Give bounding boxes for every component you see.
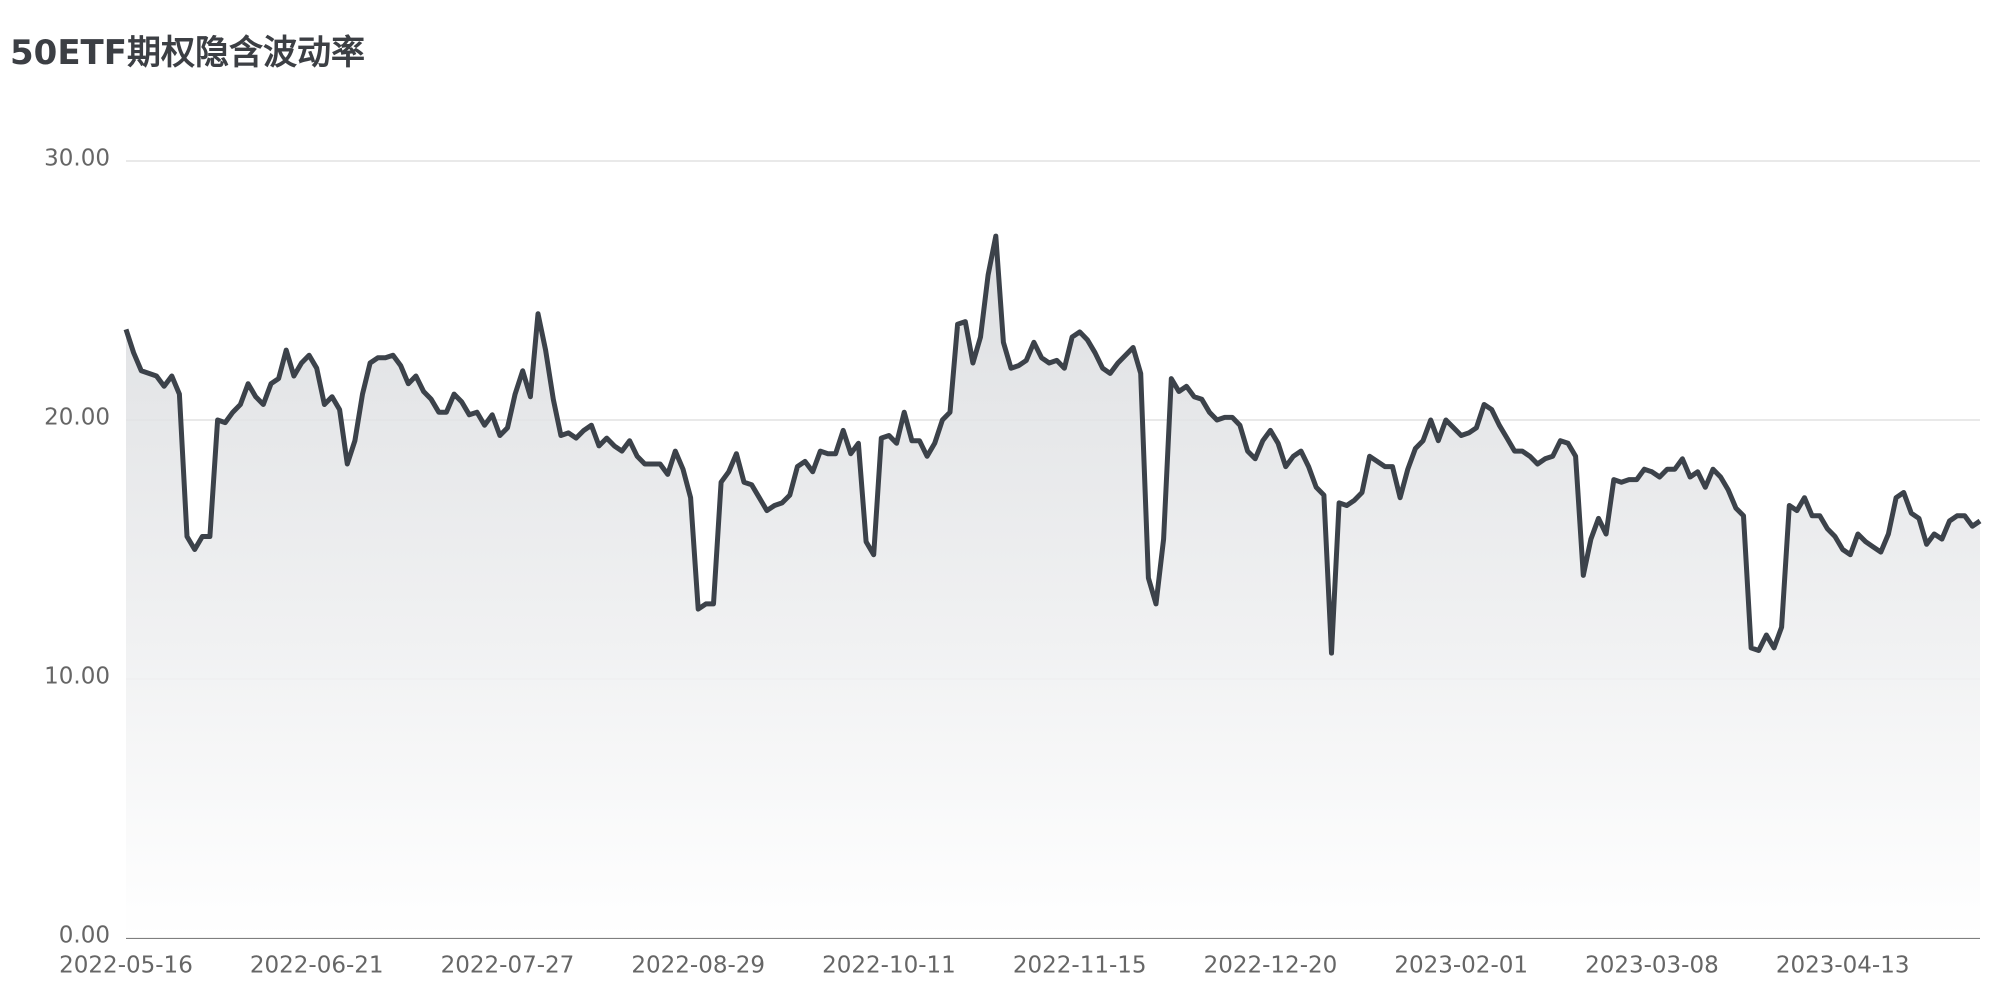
- x-tick-label: 2022-06-21: [250, 953, 384, 979]
- area-fill: [126, 236, 1980, 939]
- series-line: [123, 233, 1982, 656]
- x-tick-label: 2023-02-01: [1394, 953, 1528, 979]
- chart-title: 50ETF期权隐含波动率: [10, 33, 365, 73]
- y-tick-label: 10.00: [44, 664, 110, 690]
- x-tick-label: 2022-05-16: [59, 953, 193, 979]
- x-tick-label: 2022-10-11: [822, 953, 956, 979]
- x-tick-label: 2022-08-29: [631, 953, 765, 979]
- x-tick-label: 2023-03-08: [1585, 953, 1719, 979]
- y-tick-label: 20.00: [44, 405, 110, 431]
- x-tick-label: 2022-07-27: [441, 953, 575, 979]
- x-tick-label: 2023-04-13: [1776, 953, 1910, 979]
- x-tick-label: 2022-12-20: [1204, 953, 1338, 979]
- y-tick-label: 30.00: [44, 146, 110, 172]
- y-tick-label: 0.00: [59, 923, 110, 949]
- x-tick-label: 2022-11-15: [1013, 953, 1147, 979]
